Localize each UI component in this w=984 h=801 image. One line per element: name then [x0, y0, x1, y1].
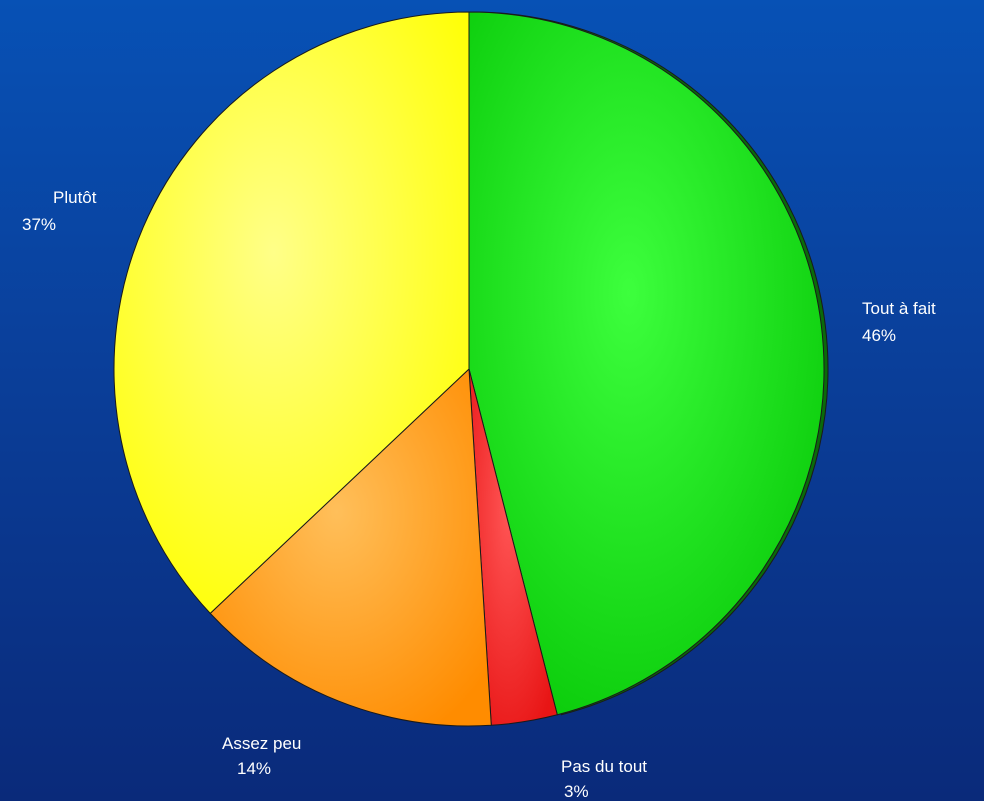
slice-assez-peu: [209, 367, 492, 727]
label-tout-a-fait: Tout à fait: [862, 299, 936, 318]
label-pas-du-tout: Pas du tout: [561, 757, 647, 776]
value-plutot: 37%: [22, 215, 56, 234]
value-assez-peu: 14%: [237, 759, 271, 778]
slice-tout-a-fait: [468, 11, 825, 716]
slice-plutot: [113, 11, 470, 615]
label-assez-peu: Assez peu: [222, 734, 301, 753]
value-pas-du-tout: 3%: [564, 782, 589, 801]
value-tout-a-fait: 46%: [862, 326, 896, 345]
label-plutot: Plutôt: [53, 188, 97, 207]
